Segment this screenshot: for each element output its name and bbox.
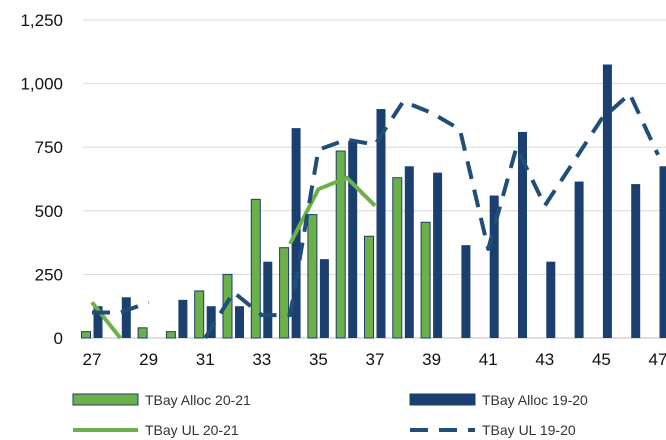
y-tick-label: 250 [35,265,63,284]
bar-alloc-19-20 [574,181,584,338]
legend-item: TBay UL 20-21 [73,422,239,438]
bar-alloc-20-21 [194,290,205,339]
bar-alloc-19-20 [404,166,414,338]
bar-alloc-20-21 [335,150,346,339]
bar-alloc-20-21 [364,235,374,339]
x-tick-label: 43 [535,350,554,369]
y-tick-label: 0 [54,329,63,348]
bars [81,64,666,339]
bar-alloc-19-20 [206,306,216,338]
bar-alloc-20-21 [165,331,176,339]
y-tick-label: 500 [35,202,63,221]
legend: TBay Alloc 20-21 TBay Alloc 19-20 TBay UL … [72,392,588,438]
legend-label: TBay Alloc 19-20 [482,392,588,408]
bar-alloc-20-21 [307,214,318,339]
bar-alloc-19-20 [461,245,471,338]
bar-alloc-20-21 [420,221,431,339]
legend-item: TBay Alloc 19-20 [409,392,588,408]
x-tick-label: 29 [139,350,158,369]
y-tick-label: 1,250 [20,11,63,30]
bar-alloc-19-20 [319,259,329,338]
bar-alloc-20-21 [279,247,290,339]
gridlines [83,19,666,339]
bar-alloc-19-20 [121,297,131,338]
x-tick-label: 45 [592,350,611,369]
x-tick-label: 31 [196,350,215,369]
legend-label: TBay Alloc 20-21 [145,392,251,408]
bar-alloc-19-20 [631,184,641,338]
legend-item: TBay UL 19-20 [410,422,576,438]
legend-item: TBay Alloc 20-21 [72,392,251,408]
line-ul-19-20 [203,91,660,340]
bar-alloc-20-21 [392,177,403,339]
line-ul-20-21 [288,175,377,245]
bar-alloc-19-20 [489,195,499,338]
x-tick-label: 35 [309,350,328,369]
lines [90,91,660,340]
x-tick-label: 41 [479,350,498,369]
legend-swatch [72,393,139,406]
bar-alloc-19-20 [433,172,443,338]
x-tick-label: 39 [422,350,441,369]
y-axis-tick-labels: 0 250 500 750 1,000 1,250 [20,11,63,348]
y-tick-label: 1,000 [20,75,63,94]
legend-label: TBay UL 19-20 [482,422,576,438]
bar-alloc-20-21 [250,198,261,339]
bar-alloc-19-20 [178,299,188,338]
bar-alloc-19-20 [235,306,244,338]
bar-alloc-19-20 [263,261,273,338]
bar-alloc-20-21 [81,331,91,339]
bar-alloc-19-20 [93,306,103,338]
bar-alloc-19-20 [518,131,527,338]
legend-label: TBay UL 20-21 [145,422,239,438]
bar-alloc-19-20 [659,166,666,338]
x-tick-label: 37 [366,350,385,369]
x-axis-tick-labels: 27 29 31 33 35 37 39 41 43 45 47 [83,350,666,369]
bar-alloc-19-20 [348,140,358,338]
bar-alloc-19-20 [602,64,612,339]
x-tick-label: 27 [83,350,102,369]
y-tick-label: 750 [35,138,63,157]
legend-swatch [409,393,476,406]
bar-alloc-19-20 [546,261,556,338]
line-ul-20-21 [90,301,122,340]
line-ul-19-20 [92,300,150,315]
x-tick-label: 33 [252,350,271,369]
bar-alloc-20-21 [137,327,148,339]
x-tick-label: 47 [649,350,666,369]
bar-alloc-19-20 [376,109,386,338]
